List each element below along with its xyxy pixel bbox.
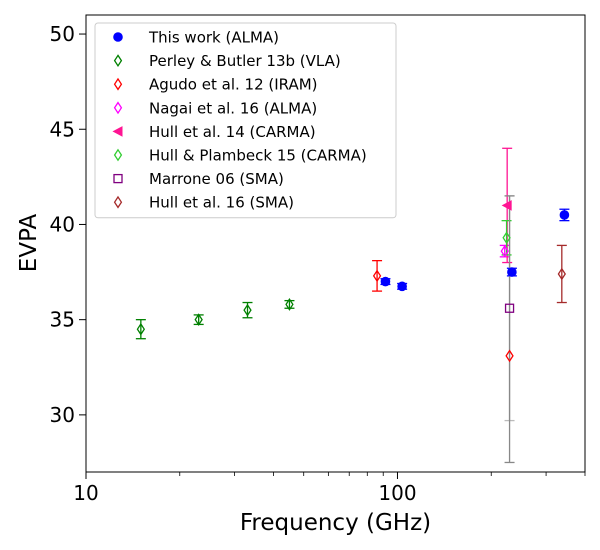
legend-label-3: Nagai et al. 16 (ALMA): [149, 99, 317, 117]
legend-label-0: This work (ALMA): [148, 29, 279, 47]
data-point-s2-p0: [372, 269, 382, 283]
legend-marker-7: [113, 195, 123, 209]
data-point-s7-p0: [557, 267, 566, 281]
data-point-s1-p3: [285, 298, 294, 311]
y-tick-label-1: 35: [50, 308, 75, 332]
legend-label-1: Perley & Butler 13b (VLA): [149, 52, 341, 70]
legend-marker-4: [112, 126, 123, 137]
legend-marker-6: [113, 173, 123, 184]
data-point-s4-p0: [501, 200, 512, 211]
x-axis-ticks: 10 100: [73, 472, 586, 505]
data-points: [136, 200, 570, 363]
data-point-s0-p1: [397, 281, 407, 292]
y-axis-ticks: 30 35 40 45 50: [50, 22, 86, 427]
legend-box: [94, 22, 397, 219]
y-tick-label-2: 40: [50, 212, 75, 236]
legend: This work (ALMA) Perley & Butler 13b (VLA…: [94, 22, 397, 219]
y-tick-label-4: 50: [50, 22, 75, 46]
legend-marker-2: [113, 77, 123, 91]
data-point-s1-p2: [243, 303, 252, 317]
x-tick-label-0: 10: [73, 481, 98, 505]
y-axis-label: EVPA: [16, 214, 42, 273]
data-point-s0-p2: [507, 267, 517, 277]
plot-area-frame: [85, 14, 586, 473]
legend-label-7: Hull et al. 16 (SMA): [149, 194, 294, 212]
legend-marker-3: [113, 101, 123, 115]
legend-marker-0: [113, 32, 123, 42]
data-point-s2-p1: [505, 349, 514, 363]
data-point-s0-p3: [559, 210, 570, 220]
data-point-s3-p0: [500, 244, 509, 258]
x-axis-label: Frequency (GHz): [240, 510, 431, 536]
error-bar-s2-p0: [372, 259, 383, 292]
legend-label-6: Marrone 06 (SMA): [149, 170, 284, 188]
x-tick-label-1: 100: [378, 481, 416, 505]
legend-label-2: Agudo et al. 12 (IRAM): [149, 76, 318, 94]
y-tick-label-3: 45: [50, 117, 75, 141]
legend-marker-1: [113, 54, 123, 67]
legend-label-5: Hull & Plambeck 15 (CARMA): [149, 147, 367, 165]
error-bar-s7-p0: [556, 244, 567, 304]
legend-marker-5: [113, 148, 123, 162]
error-bar-s1-p3: [284, 299, 295, 309]
data-point-s1-p1: [194, 313, 203, 327]
data-point-s1-p0: [136, 322, 146, 336]
error-bar-s6-p0: [504, 195, 515, 464]
data-point-s6-p0: [504, 303, 515, 313]
y-tick-label-0: 30: [50, 403, 75, 427]
data-point-s5-p0: [502, 231, 511, 245]
legend-label-4: Hull et al. 14 (CARMA): [149, 123, 316, 141]
data-point-s0-p0: [380, 276, 391, 287]
